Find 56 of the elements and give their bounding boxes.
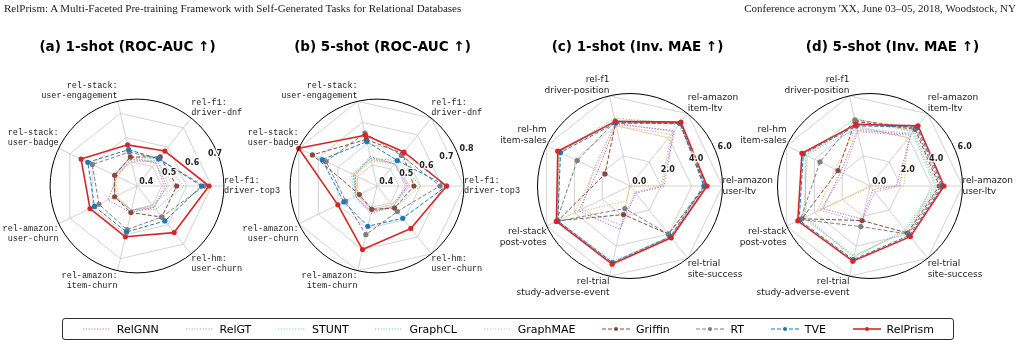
y-tick-label: 0.5 <box>162 167 177 177</box>
spoke-label: rel-trial study-adverse-event <box>756 275 850 297</box>
y-tick-label: 0.0 <box>872 177 887 187</box>
spoke-label: rel-amazon: item-churn <box>301 271 358 292</box>
y-tick-label: 0.5 <box>399 168 414 178</box>
y-tick-label: 0.4 <box>139 177 154 187</box>
legend-label: STUNT <box>312 322 349 336</box>
spoke-label: rel-amazon: user-churn <box>2 224 59 245</box>
spoke-label: rel-trial site-success <box>687 258 743 279</box>
spoke-label: rel-trial study-adverse-event <box>516 275 610 297</box>
spoke-label: rel-amazon: item-churn <box>61 271 118 292</box>
spoke-label: rel-stack: user-engagement <box>41 81 118 102</box>
spoke-label: rel-f1 driver-position <box>784 73 850 95</box>
y-tick-label: 2.0 <box>660 165 676 175</box>
spoke-label: rel-amazon user-ltv <box>962 174 1014 196</box>
spoke-label: rel-f1 driver-position <box>544 73 610 95</box>
chart-title: (a) 1-shot (ROC-AUC ↑) <box>38 38 217 54</box>
y-tick-label: 2.0 <box>900 165 916 175</box>
spoke-label: rel-stack: user-badge <box>7 128 59 149</box>
legend-label: RelGNN <box>116 322 159 336</box>
y-tick-label: 0.6 <box>185 158 200 168</box>
text: Conference acronym 'XX, June 03–05, 2018, Woodstock, NY <box>744 2 1016 14</box>
legend-label: GraphMAE <box>517 322 576 336</box>
spoke-label: rel-hm item-sales <box>500 124 547 145</box>
y-tick-label: 0.4 <box>379 177 394 187</box>
spoke-label: rel-hm: user-churn <box>431 254 483 275</box>
chart-title: (c) 1-shot (Inv. MAE ↑) <box>550 38 725 54</box>
spoke-label: rel-hm item-sales <box>740 124 787 145</box>
spoke-label: rel-f1: driver-top3 <box>223 176 280 197</box>
spoke-label: rel-f1: driver-dnf <box>431 98 483 119</box>
legend-label: RT <box>730 322 745 336</box>
y-tick-label: 0.0 <box>632 177 647 187</box>
y-tick-label: 0.8 <box>459 144 475 153</box>
spoke-label: rel-f1: driver-top3 <box>463 176 520 197</box>
spoke-label: rel-stack: user-engagement <box>281 81 358 102</box>
spoke-label: rel-amazon item-ltv <box>687 91 739 113</box>
legend-label: RelGT <box>219 322 252 336</box>
spoke-label: rel-stack post-votes <box>739 225 788 247</box>
legend-label: RelPrism <box>886 322 935 336</box>
legend-label: TVE <box>804 322 826 336</box>
y-tick-label: 6.0 <box>957 141 973 151</box>
spoke-label: rel-amazon item-ltv <box>927 91 979 113</box>
text: RelPrism: A Multi-Faceted Pre-training Framework with Self-Generated Tasks for Relational Databases <box>4 2 462 14</box>
spoke-label: rel-stack: user-badge <box>247 128 299 149</box>
y-tick-label: 6.0 <box>717 141 733 151</box>
legend-label: GraphCL <box>409 322 457 336</box>
spoke-label: rel-stack post-votes <box>499 225 548 247</box>
spoke-label: rel-amazon user-ltv <box>722 174 774 196</box>
chart-title: (d) 5-shot (Inv. MAE ↑) <box>804 38 981 54</box>
y-tick-label: 0.7 <box>439 152 454 162</box>
chart-title: (b) 5-shot (ROC-AUC ↑) <box>293 38 472 54</box>
spoke-label: rel-trial site-success <box>927 258 983 279</box>
legend-label: Griffin <box>636 322 670 336</box>
spoke-label: rel-hm: user-churn <box>191 254 243 275</box>
spoke-label: rel-amazon: user-churn <box>242 224 299 245</box>
spoke-label: rel-f1: driver-dnf <box>191 98 243 119</box>
